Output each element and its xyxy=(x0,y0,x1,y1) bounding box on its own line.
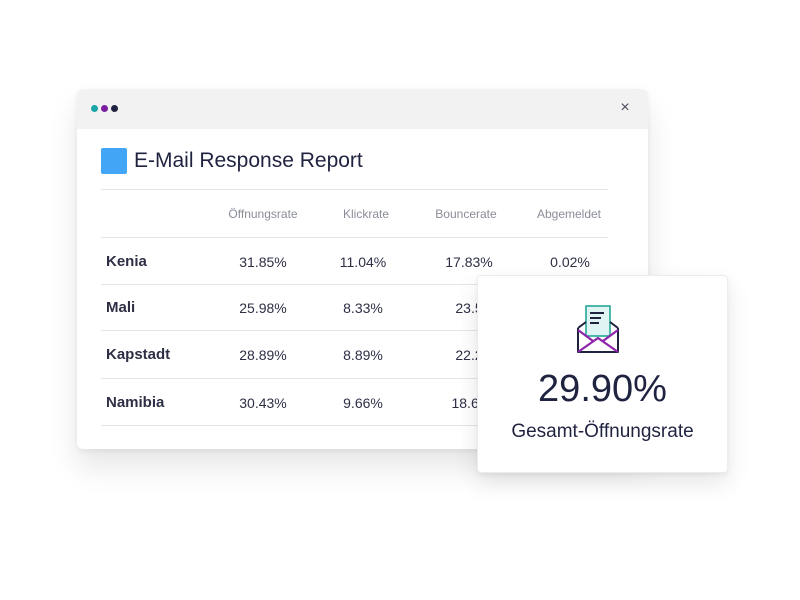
close-icon[interactable]: × xyxy=(620,99,630,116)
cell-bouncerate: 17.83% xyxy=(445,254,493,270)
envelope-open-icon xyxy=(577,305,619,353)
report-title: E-Mail Response Report xyxy=(134,149,363,172)
cell-oeffnungsrate: 28.89% xyxy=(239,347,287,363)
column-header-oeffnungsrate: Öffnungsrate xyxy=(228,207,298,221)
table-divider xyxy=(101,237,608,238)
cell-oeffnungsrate: 31.85% xyxy=(239,254,287,270)
kpi-label: Gesamt-Öffnungsrate xyxy=(511,421,694,442)
window-titlebar: × xyxy=(77,89,648,129)
kpi-card: 29.90% Gesamt-Öffnungsrate xyxy=(477,275,728,473)
window-dot-purple xyxy=(101,105,108,112)
cell-klickrate: 9.66% xyxy=(343,395,383,411)
cell-klickrate: 8.33% xyxy=(343,300,383,316)
row-region: Namibia xyxy=(106,394,165,411)
row-region: Kenia xyxy=(106,253,147,270)
column-header-klickrate: Klickrate xyxy=(342,207,390,221)
report-square-icon xyxy=(101,148,127,174)
kpi-value: 29.90% xyxy=(538,368,667,410)
cell-oeffnungsrate: 30.43% xyxy=(239,395,287,411)
column-header-abgemeldet: Abgemeldet xyxy=(536,207,602,221)
window-dot-teal xyxy=(91,105,98,112)
table-divider xyxy=(101,284,608,285)
cell-oeffnungsrate: 25.98% xyxy=(239,300,287,316)
report-window: × E-Mail Response Report Öffnungsrate Kl… xyxy=(77,89,648,449)
cell-bouncerate: 22.2 xyxy=(455,347,483,363)
cell-bouncerate: 23.5 xyxy=(455,300,483,316)
cell-abgemeldet: 0.02% xyxy=(550,254,590,270)
table-divider xyxy=(101,425,608,426)
column-header-bouncerate: Bouncerate xyxy=(435,207,497,221)
table-divider xyxy=(101,189,608,190)
window-dot-navy xyxy=(111,105,118,112)
row-region: Kapstadt xyxy=(106,346,171,363)
cell-klickrate: 11.04% xyxy=(339,254,387,270)
cell-klickrate: 8.89% xyxy=(343,347,383,363)
row-region: Mali xyxy=(106,299,136,316)
table-divider xyxy=(101,378,608,379)
table-divider xyxy=(101,330,608,331)
